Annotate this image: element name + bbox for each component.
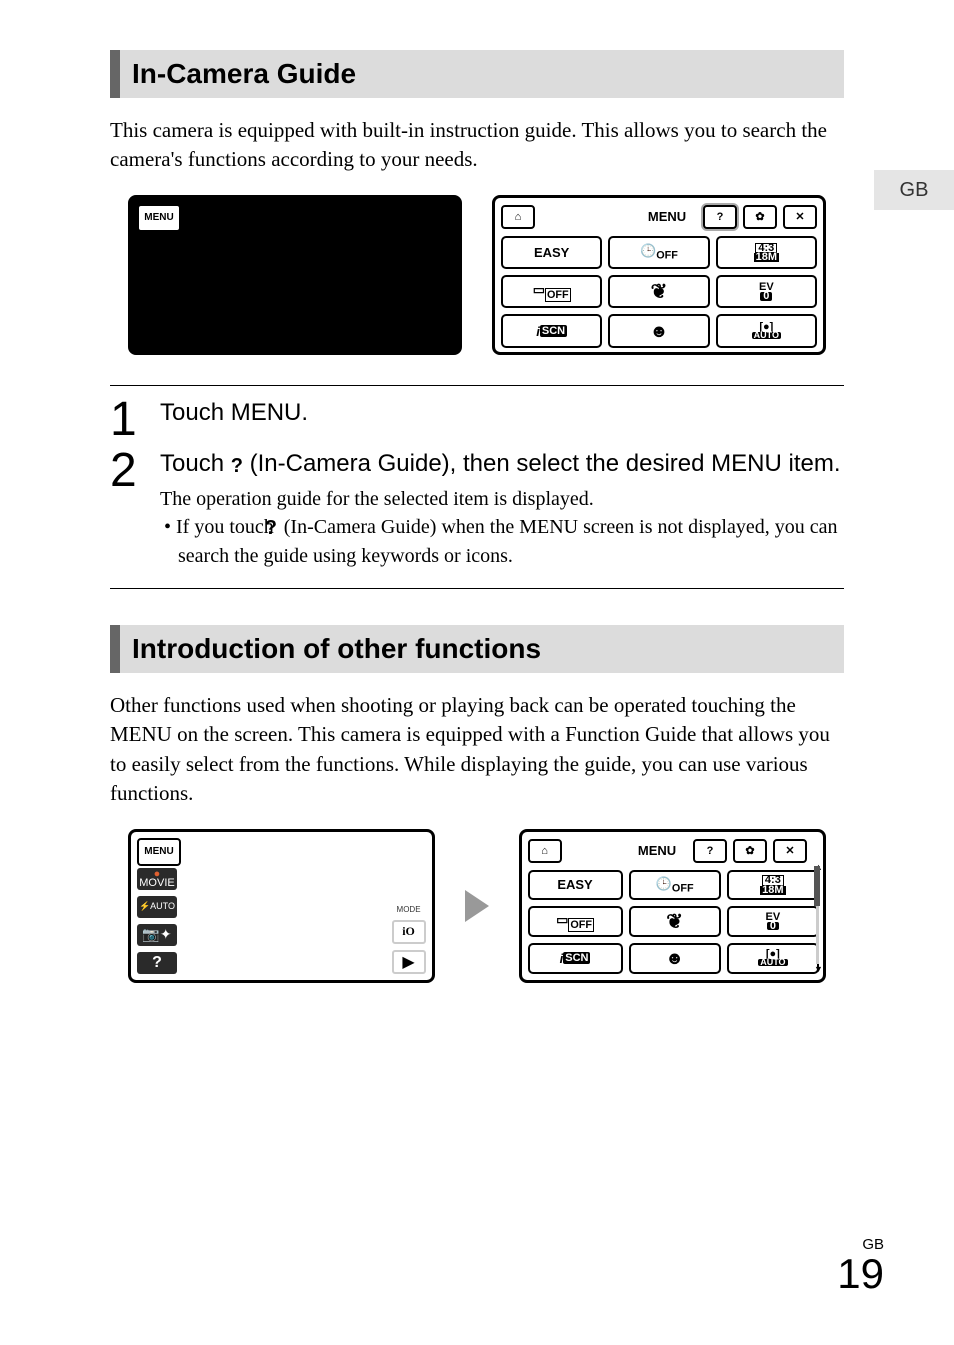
menu-cell-macro[interactable]: ❦ — [608, 275, 709, 308]
screens-row-2: MENU ●MOVIE ⚡AUTO 📷✦ ? MODE iO ▶ ⌂ MENU … — [128, 829, 826, 983]
help-icon[interactable]: ? — [137, 952, 177, 974]
menu-cell-timer[interactable]: 🕒OFF — [608, 236, 709, 269]
menu-cell-easy[interactable]: EASY — [528, 870, 623, 901]
step-2-desc: The operation guide for the selected ite… — [160, 485, 844, 513]
help-icon[interactable]: ? — [693, 839, 727, 863]
page-content: In-Camera Guide This camera is equipped … — [0, 0, 954, 983]
menu-topbar: ⌂ MENU ? ✿ ✕ — [501, 204, 817, 230]
side-language-tab: GB — [874, 170, 954, 210]
menu-title-label: MENU — [637, 205, 697, 229]
mode-icon[interactable]: iO — [392, 920, 426, 944]
step-1-title: Touch MENU. — [160, 398, 844, 428]
effect-icon[interactable]: 📷✦ — [137, 924, 177, 946]
screens-row-1: MENU ⌂ MENU ? ✿ ✕ EASY 🕒OFF 4:318M ▭OFF … — [128, 195, 826, 355]
home-icon[interactable]: ⌂ — [501, 205, 535, 229]
menu-button[interactable]: MENU — [137, 838, 181, 866]
menu-cell-ev[interactable]: EV0 — [716, 275, 817, 308]
menu-cell-burst[interactable]: ▭OFF — [528, 906, 623, 937]
menu-grid: EASY 🕒OFF 4:318M ▭OFF ❦ EV0 iSCN ☻ [●]AU… — [501, 236, 817, 348]
step-1-number: 1 — [110, 398, 146, 441]
camera-screen-shooting: MENU ●MOVIE ⚡AUTO 📷✦ ? MODE iO ▶ — [128, 829, 435, 983]
mode-label: MODE — [397, 905, 421, 914]
camera-screen-menu: ⌂ MENU ? ✿ ✕ EASY 🕒OFF 4:318M ▭OFF ❦ EV0… — [492, 195, 826, 355]
menu-topbar: ⌂ MENU ? ✿ ✕ — [528, 838, 807, 864]
camera-screen-menu-2: ⌂ MENU ? ✿ ✕ EASY 🕒OFF 4:318M ▭OFF ❦ EV0… — [519, 829, 826, 983]
step-2: 2 Touch ? (In-Camera Guide), then select… — [110, 445, 844, 574]
step-2-number: 2 — [110, 449, 146, 570]
menu-cell-easy[interactable]: EASY — [501, 236, 602, 269]
home-icon[interactable]: ⌂ — [528, 839, 562, 863]
help-glyph-inline-icon: ? — [231, 454, 243, 479]
page-number: 19 — [837, 1250, 884, 1297]
movie-mode-icon[interactable]: ●MOVIE — [137, 868, 177, 890]
divider — [110, 588, 844, 589]
menu-cell-smile[interactable]: ☻ — [629, 943, 721, 974]
menu-title-label: MENU — [627, 839, 687, 863]
menu-cell-rec[interactable]: [●]AUTO — [727, 943, 819, 974]
menu-cell-macro[interactable]: ❦ — [629, 906, 721, 937]
menu-cell-rec[interactable]: [●]AUTO — [716, 314, 817, 347]
step-2-title: Touch ? (In-Camera Guide), then select t… — [160, 449, 844, 479]
menu-cell-smile[interactable]: ☻ — [608, 314, 709, 347]
flash-auto-icon[interactable]: ⚡AUTO — [137, 896, 177, 918]
close-icon[interactable]: ✕ — [773, 839, 807, 863]
menu-cell-aspect[interactable]: 4:318M — [727, 870, 819, 901]
step-2-bullet: • If you touch ? (In-Camera Guide) when … — [160, 513, 844, 570]
arrow-right-icon — [465, 890, 489, 922]
menu-button[interactable]: MENU — [137, 204, 181, 232]
close-icon[interactable]: ✕ — [783, 205, 817, 229]
menu-grid: EASY 🕒OFF 4:318M ▭OFF ❦ EV0 iSCN ☻ [●]AU… — [528, 870, 807, 974]
gear-icon[interactable]: ✿ — [733, 839, 767, 863]
section-heading-other-functions: Introduction of other functions — [110, 625, 844, 673]
menu-cell-timer[interactable]: 🕒OFF — [629, 870, 721, 901]
help-icon[interactable]: ? — [703, 205, 737, 229]
section-heading-in-camera-guide: In-Camera Guide — [110, 50, 844, 98]
scroll-indicator[interactable]: ▲ ▼ — [814, 862, 820, 974]
playback-icon[interactable]: ▶ — [392, 950, 426, 974]
page-footer: GB 19 — [837, 1236, 884, 1295]
menu-cell-burst[interactable]: ▭OFF — [501, 275, 602, 308]
menu-cell-iscn[interactable]: iSCN — [528, 943, 623, 974]
section2-intro-text: Other functions used when shooting or pl… — [110, 691, 844, 809]
shooting-right-icons: MODE iO ▶ — [392, 905, 426, 974]
section1-intro-text: This camera is equipped with built-in in… — [110, 116, 844, 175]
step-1: 1 Touch MENU. — [110, 394, 844, 445]
menu-cell-aspect[interactable]: 4:318M — [716, 236, 817, 269]
divider — [110, 385, 844, 386]
menu-cell-iscn[interactable]: iSCN — [501, 314, 602, 347]
shooting-sidebar: ●MOVIE ⚡AUTO 📷✦ ? — [137, 868, 177, 974]
camera-screen-blank: MENU — [128, 195, 462, 355]
gear-icon[interactable]: ✿ — [743, 205, 777, 229]
menu-cell-ev[interactable]: EV0 — [727, 906, 819, 937]
